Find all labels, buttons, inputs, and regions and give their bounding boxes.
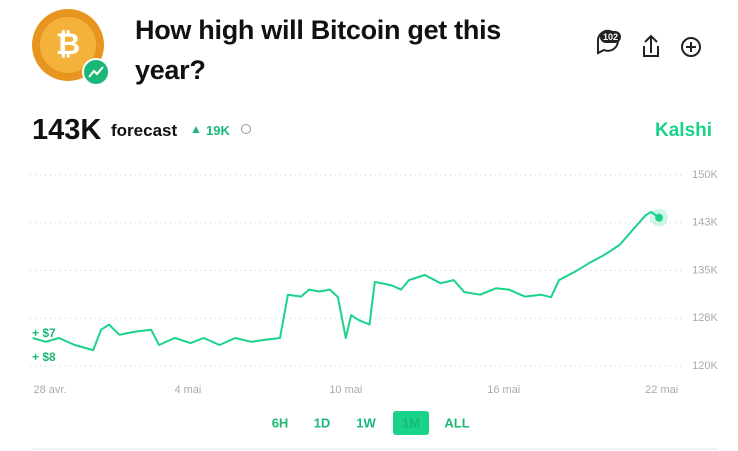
bitcoin-logo: ₿ <box>32 9 110 86</box>
add-icon[interactable] <box>681 37 701 57</box>
x-tick-label: 22 mai <box>645 384 678 396</box>
y-tick-label: 143K <box>692 217 718 229</box>
share-icon[interactable] <box>643 34 659 57</box>
forecast-value: 143K <box>32 114 102 146</box>
end-point <box>655 213 664 222</box>
y-tick-label: 128K <box>692 312 718 324</box>
y-tick-label: 150K <box>692 169 718 181</box>
range-button[interactable]: 1D <box>314 415 331 430</box>
range-button[interactable]: 1W <box>356 415 376 430</box>
price-line <box>32 210 660 352</box>
x-tick-label: 28 avr. <box>33 384 66 396</box>
x-tick-label: 10 mai <box>329 384 362 396</box>
x-tick-label: 16 mai <box>487 384 520 396</box>
y-tick-label: 135K <box>692 264 718 276</box>
forecast-change: 19K <box>206 123 230 138</box>
market-title: How high will Bitcoin get this year? <box>135 15 501 85</box>
x-tick-label: 4 mai <box>174 384 201 396</box>
trade-annotation: + $8 <box>32 350 56 364</box>
up-arrow: ▲ <box>190 122 202 136</box>
source[interactable]: Kalshi <box>655 120 713 141</box>
range-button[interactable]: ALL <box>444 415 469 430</box>
comment-count: 102 <box>600 31 622 43</box>
trade-annotation: + $7 <box>32 326 56 340</box>
y-tick-label: 120K <box>692 360 718 372</box>
info-icon[interactable] <box>241 124 251 134</box>
svg-text:₿: ₿ <box>56 28 80 61</box>
range-button[interactable]: 6H <box>272 415 289 430</box>
active-range-bg <box>393 411 429 435</box>
forecast-label: forecast <box>111 121 178 140</box>
range-button[interactable]: 1M <box>402 415 420 430</box>
